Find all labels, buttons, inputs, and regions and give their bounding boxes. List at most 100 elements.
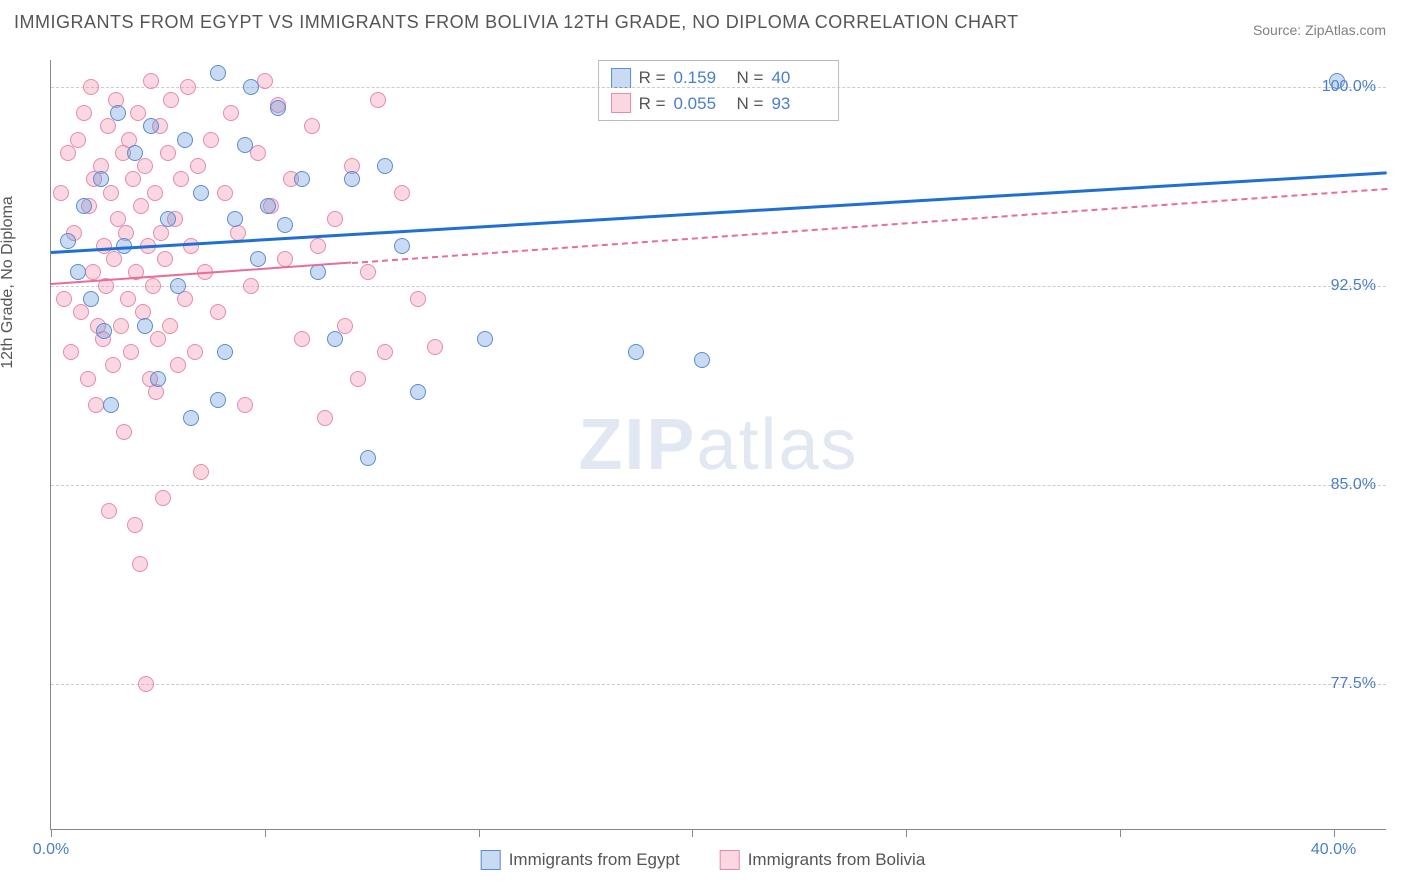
swatch-egypt — [611, 68, 631, 88]
data-point — [203, 132, 219, 148]
x-tick — [479, 829, 480, 837]
x-tick — [1120, 829, 1121, 837]
data-point — [327, 331, 343, 347]
data-point — [187, 344, 203, 360]
r-value-bolivia: 0.055 — [674, 91, 729, 117]
data-point — [310, 264, 326, 280]
legend-label: Immigrants from Bolivia — [748, 850, 926, 870]
data-point — [103, 397, 119, 413]
data-point — [103, 185, 119, 201]
data-point — [100, 118, 116, 134]
data-point — [85, 264, 101, 280]
data-point — [227, 211, 243, 227]
data-point — [63, 344, 79, 360]
data-point — [237, 137, 253, 153]
data-point — [1329, 73, 1345, 89]
data-point — [394, 238, 410, 254]
watermark-suffix: atlas — [696, 405, 858, 485]
x-tick — [1334, 829, 1335, 837]
data-point — [76, 105, 92, 121]
x-tick — [265, 829, 266, 837]
data-point — [163, 92, 179, 108]
data-point — [477, 331, 493, 347]
data-point — [123, 344, 139, 360]
data-point — [160, 211, 176, 227]
data-point — [56, 291, 72, 307]
bottom-legend: Immigrants from Egypt Immigrants from Bol… — [481, 850, 926, 870]
stats-row-bolivia: R = 0.055 N = 93 — [611, 91, 827, 117]
data-point — [150, 371, 166, 387]
data-point — [173, 171, 189, 187]
legend-item: Immigrants from Bolivia — [720, 850, 926, 870]
legend-label: Immigrants from Egypt — [509, 850, 680, 870]
data-point — [210, 392, 226, 408]
swatch-bolivia — [611, 93, 631, 113]
data-point — [317, 410, 333, 426]
x-tick — [51, 829, 52, 837]
data-point — [193, 464, 209, 480]
data-point — [377, 158, 393, 174]
data-point — [157, 251, 173, 267]
data-point — [694, 352, 710, 368]
data-point — [137, 318, 153, 334]
data-point — [183, 410, 199, 426]
x-tick-label: 0.0% — [33, 841, 69, 859]
data-point — [237, 397, 253, 413]
data-point — [162, 318, 178, 334]
data-point — [310, 238, 326, 254]
data-point — [60, 145, 76, 161]
data-point — [150, 331, 166, 347]
data-point — [160, 145, 176, 161]
data-point — [350, 371, 366, 387]
legend-item: Immigrants from Egypt — [481, 850, 680, 870]
data-point — [243, 278, 259, 294]
data-point — [294, 331, 310, 347]
data-point — [277, 217, 293, 233]
data-point — [105, 357, 121, 373]
data-point — [116, 424, 132, 440]
x-tick-label: 40.0% — [1311, 841, 1356, 859]
data-point — [70, 132, 86, 148]
data-point — [210, 304, 226, 320]
data-point — [138, 676, 154, 692]
data-point — [127, 145, 143, 161]
data-point — [250, 145, 266, 161]
data-point — [125, 171, 141, 187]
data-point — [132, 556, 148, 572]
data-point — [145, 278, 161, 294]
data-point — [96, 323, 112, 339]
x-tick — [692, 829, 693, 837]
data-point — [327, 211, 343, 227]
data-point — [76, 198, 92, 214]
data-point — [427, 339, 443, 355]
data-point — [137, 158, 153, 174]
data-point — [177, 132, 193, 148]
y-tick-label: 77.5% — [1331, 675, 1376, 693]
data-point — [190, 158, 206, 174]
data-point — [88, 397, 104, 413]
data-point — [127, 517, 143, 533]
data-point — [360, 264, 376, 280]
data-point — [170, 357, 186, 373]
gridline — [51, 684, 1386, 685]
data-point — [217, 344, 233, 360]
data-point — [180, 79, 196, 95]
data-point — [155, 490, 171, 506]
data-point — [60, 233, 76, 249]
data-point — [304, 118, 320, 134]
data-point — [80, 371, 96, 387]
chart-title: IMMIGRANTS FROM EGYPT VS IMMIGRANTS FROM… — [14, 12, 1019, 33]
y-tick-label: 85.0% — [1331, 476, 1376, 494]
n-value-bolivia: 93 — [771, 91, 826, 117]
data-point — [170, 278, 186, 294]
data-point — [217, 185, 233, 201]
data-point — [223, 105, 239, 121]
chart-plot-area: ZIPatlas R = 0.159 N = 40 R = 0.055 N = … — [50, 60, 1386, 830]
watermark-prefix: ZIP — [578, 405, 696, 485]
data-point — [243, 79, 259, 95]
data-point — [147, 185, 163, 201]
data-point — [70, 264, 86, 280]
data-point — [130, 105, 146, 121]
data-point — [106, 251, 122, 267]
data-point — [270, 100, 286, 116]
